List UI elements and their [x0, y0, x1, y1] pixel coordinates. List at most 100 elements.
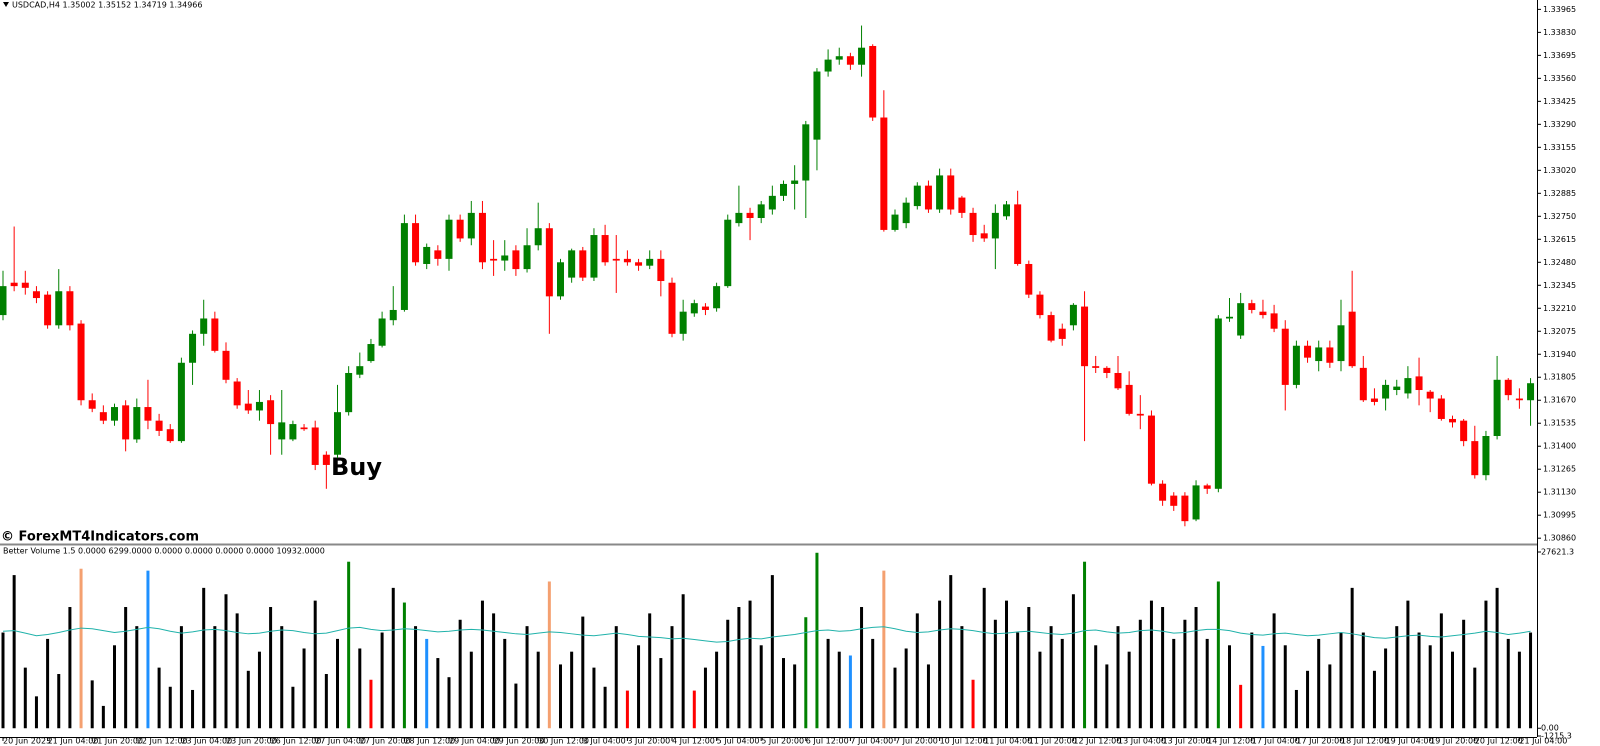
volume-bar [860, 607, 864, 729]
x-tick-label: 13 Jul 04:00 [1118, 737, 1166, 746]
volume-bar [1372, 670, 1376, 729]
candle-body [1047, 315, 1055, 341]
candle-body [88, 400, 96, 409]
volume-bar [1439, 613, 1443, 729]
candle-body [646, 258, 654, 266]
chart-title: USDCAD,H4 1.35002 1.35152 1.34719 1.3496… [12, 1, 202, 10]
volume-bar [581, 616, 585, 729]
volume-bar [34, 696, 38, 729]
candle-body [780, 183, 787, 196]
volume-bar [1261, 645, 1265, 729]
volume-bar [1183, 619, 1187, 729]
volume-bar [1127, 651, 1131, 729]
volume-bar [692, 690, 696, 729]
candle-body [835, 56, 843, 60]
x-tick-label: 27 Jun 20:00 [360, 737, 411, 746]
volume-bar [848, 655, 852, 729]
volume-bar [603, 686, 607, 729]
volume-bar [670, 626, 674, 729]
candle-body [467, 212, 475, 239]
candle-body [579, 250, 587, 278]
candle-body [1025, 263, 1033, 295]
y-tick-label: 1.30995 [1543, 511, 1576, 520]
volume-bar [503, 638, 507, 729]
candle-body [757, 204, 765, 218]
candle-body [144, 407, 152, 421]
candle-body [1515, 398, 1523, 401]
volume-bar [547, 581, 551, 729]
volume-bar [146, 570, 150, 729]
volume-bar [1205, 638, 1209, 729]
volume-bar [191, 689, 195, 729]
volume-bar [748, 600, 752, 729]
volume-bar [1216, 581, 1220, 729]
volume-bar [982, 587, 986, 729]
candle-body [1404, 378, 1412, 394]
volume-bar [536, 651, 540, 729]
candle-body [166, 429, 174, 442]
candle-body [233, 381, 241, 406]
volume-bar [949, 575, 953, 729]
candle-body [445, 219, 453, 259]
y-tick-label: 27621.3 [1541, 548, 1574, 557]
x-tick-label: 12 Jul 12:00 [1073, 737, 1121, 746]
volume-bar [313, 600, 317, 729]
volume-bar [1060, 638, 1064, 729]
candle-body [1359, 367, 1367, 401]
volume-bar [1350, 587, 1354, 729]
volume-bar [514, 683, 518, 729]
candle-body [534, 228, 542, 246]
candle-body [1527, 383, 1535, 401]
candle-body [1259, 311, 1267, 316]
volume-bar [1306, 670, 1310, 729]
volume-bar [570, 651, 574, 729]
candle-body [891, 214, 899, 230]
candle-body [255, 401, 263, 411]
candle-body [902, 202, 910, 224]
candle-body [545, 228, 553, 297]
candle-body [111, 407, 118, 421]
candle-body [55, 291, 63, 326]
candle-body [311, 427, 319, 465]
x-tick-label: 26 Jun 12:00 [271, 737, 322, 746]
volume-bar [1027, 607, 1031, 729]
x-tick-label: 23 Jun 20:00 [226, 737, 277, 746]
volume-bar [1083, 561, 1087, 729]
candle-body [1170, 495, 1178, 506]
candle-body [189, 333, 197, 363]
x-tick-label: 29 Jun 20:00 [494, 737, 545, 746]
volume-bar [882, 570, 886, 729]
candle-body [858, 47, 866, 65]
candle-body [958, 197, 966, 213]
x-tick-label: 20 Jun 2023 [3, 737, 51, 746]
volume-bar [837, 651, 841, 729]
y-tick-label: 1.32210 [1543, 304, 1576, 313]
volume-ma [2, 626, 1531, 643]
candle-body [1147, 415, 1155, 484]
volume-bar [1049, 626, 1053, 729]
volume-bar [1105, 664, 1109, 729]
y-tick-label: 1.31130 [1543, 488, 1576, 497]
candle-body [1449, 418, 1456, 423]
volume-bar [402, 602, 406, 729]
candle-body [1460, 420, 1468, 442]
candle-body [244, 403, 252, 411]
volume-bar [1016, 632, 1020, 729]
candle-body [66, 291, 74, 326]
volume-bar [637, 645, 641, 729]
volume-bar [592, 667, 596, 729]
candle-body [1203, 485, 1211, 489]
candle-body [1270, 313, 1278, 329]
volume-bar [1094, 645, 1098, 729]
volume-bar [101, 705, 105, 729]
volume-bar [960, 626, 964, 729]
x-tick-label: 3 Jul 20:00 [627, 737, 670, 746]
y-tick-label: 1.31535 [1543, 419, 1576, 428]
volume-bar [157, 667, 161, 729]
y-tick-label: 1.32075 [1543, 327, 1576, 336]
candle-body [690, 303, 698, 314]
candle-body [1471, 441, 1479, 476]
volume-bar [1161, 607, 1165, 729]
volume-bar [715, 651, 719, 729]
